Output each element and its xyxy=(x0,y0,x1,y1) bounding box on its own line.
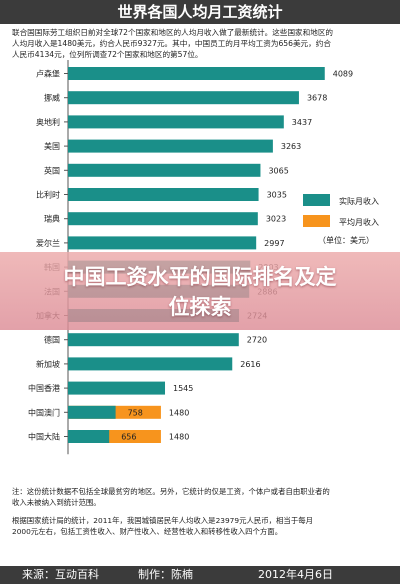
footnote-line: 根据国家统计局的统计，2011年，我国城镇居民年人均收入是23979元人民币，相… xyxy=(12,516,313,525)
category-label: 德国 xyxy=(44,335,60,345)
intro-text: 联合国国际劳工组织日前对全球72个国家和地区的人均月收入做了最新统计。这些国家和… xyxy=(12,27,390,60)
category-label: 奥地利 xyxy=(36,117,60,127)
bar-value-label: 1480 xyxy=(169,408,189,417)
chart-legend: 实际月收入 平均月收入 （单位：美元） xyxy=(303,194,379,245)
bar-value-label: 3437 xyxy=(292,118,312,127)
category-label: 挪威 xyxy=(44,93,60,103)
bar-actual xyxy=(68,139,273,153)
banner-title-line: 位探索 xyxy=(168,295,232,319)
category-label: 英国 xyxy=(44,165,60,175)
category-label: 中国大陆 xyxy=(28,432,60,442)
footer-bar: 来源：互动百科 制作：陈楠 2012年4月6日 xyxy=(0,566,400,584)
footer-source: 来源：互动百科 xyxy=(22,568,99,581)
bar-actual xyxy=(68,115,284,129)
bar-actual xyxy=(68,333,239,347)
category-label: 瑞典 xyxy=(44,214,60,224)
bar-value-label: 3023 xyxy=(266,215,286,224)
legend-label-actual: 实际月收入 xyxy=(339,196,379,206)
category-label: 卢森堡 xyxy=(36,69,60,79)
footnote: 注：这份统计数据不包括全球最贫穷的地区。另外，它统计的仅是工资，个体户或者自由职… xyxy=(12,486,390,508)
bar-value-label: 3035 xyxy=(267,191,287,200)
bar-value-label: 1545 xyxy=(173,384,193,393)
bar-value-label: 1480 xyxy=(169,433,189,442)
category-label: 新加坡 xyxy=(36,359,60,369)
bar-value-label: 2720 xyxy=(247,336,267,345)
bar-actual xyxy=(68,91,299,105)
bar-value-label: 2616 xyxy=(240,360,260,369)
bar-actual xyxy=(68,430,110,443)
bar-actual xyxy=(68,405,116,419)
bar-actual xyxy=(68,212,258,226)
footer-author: 制作：陈楠 xyxy=(138,568,193,581)
bar-value-label: 2997 xyxy=(264,239,284,248)
bar-actual xyxy=(68,188,259,201)
bar-value-label: 3263 xyxy=(281,142,301,151)
legend-unit: （单位：美元） xyxy=(318,235,374,245)
chart-header: 世界各国人均月工资统计 xyxy=(0,0,400,24)
footnote-line: 注：这份统计数据不包括全球最贫穷的地区。另外，它统计的仅是工资，个体户或者自由职… xyxy=(12,487,330,496)
category-label: 美国 xyxy=(44,141,60,151)
chart-title: 世界各国人均月工资统计 xyxy=(117,3,283,21)
title-banner: 中国工资水平的国际排名及定 位探索 xyxy=(0,252,400,330)
category-label: 爱尔兰 xyxy=(36,238,60,248)
bar-inner-label: 758 xyxy=(128,408,143,417)
bar-inner-label: 656 xyxy=(121,433,136,442)
category-label: 比利时 xyxy=(36,190,60,200)
bar-value-label: 4089 xyxy=(333,70,353,79)
bar-actual xyxy=(68,163,261,177)
footer-date: 2012年4月6日 xyxy=(258,568,333,581)
bar-value-label: 3065 xyxy=(268,166,288,175)
legend-label-average: 平均月收入 xyxy=(339,217,379,227)
intro-line: 人均月收入是1480美元，约合人民币9327元。其中，中国员工的月平均工资为65… xyxy=(12,39,331,48)
intro-line: 联合国国际劳工组织日前对全球72个国家和地区的人均月收入做了最新统计。这些国家和… xyxy=(12,28,334,37)
intro-line: 人民币4134元，位列所调查72个国家和地区的第57位。 xyxy=(12,50,203,59)
banner-title: 中国工资水平的国际排名及定 位探索 xyxy=(0,262,400,322)
footnote-line: 收入未被纳入到统计范围。 xyxy=(12,498,101,507)
bar-actual xyxy=(68,357,233,371)
bar-actual xyxy=(68,381,166,395)
bar-actual xyxy=(68,236,257,250)
bar-value-label: 3678 xyxy=(307,94,327,103)
legend-swatch-actual xyxy=(303,194,330,206)
legend-swatch-average xyxy=(303,215,330,227)
footnote-extra: 根据国家统计局的统计，2011年，我国城镇居民年人均收入是23979元人民币，相… xyxy=(12,515,390,537)
bar-actual xyxy=(68,67,325,80)
banner-title-line: 中国工资水平的国际排名及定 xyxy=(63,265,337,289)
category-label: 中国澳门 xyxy=(28,407,60,417)
category-label: 中国香港 xyxy=(28,383,60,393)
footnote-line: 2000元左右，包括工资性收入、财产性收入、经营性收入和转移性收入四个方面。 xyxy=(12,527,283,536)
